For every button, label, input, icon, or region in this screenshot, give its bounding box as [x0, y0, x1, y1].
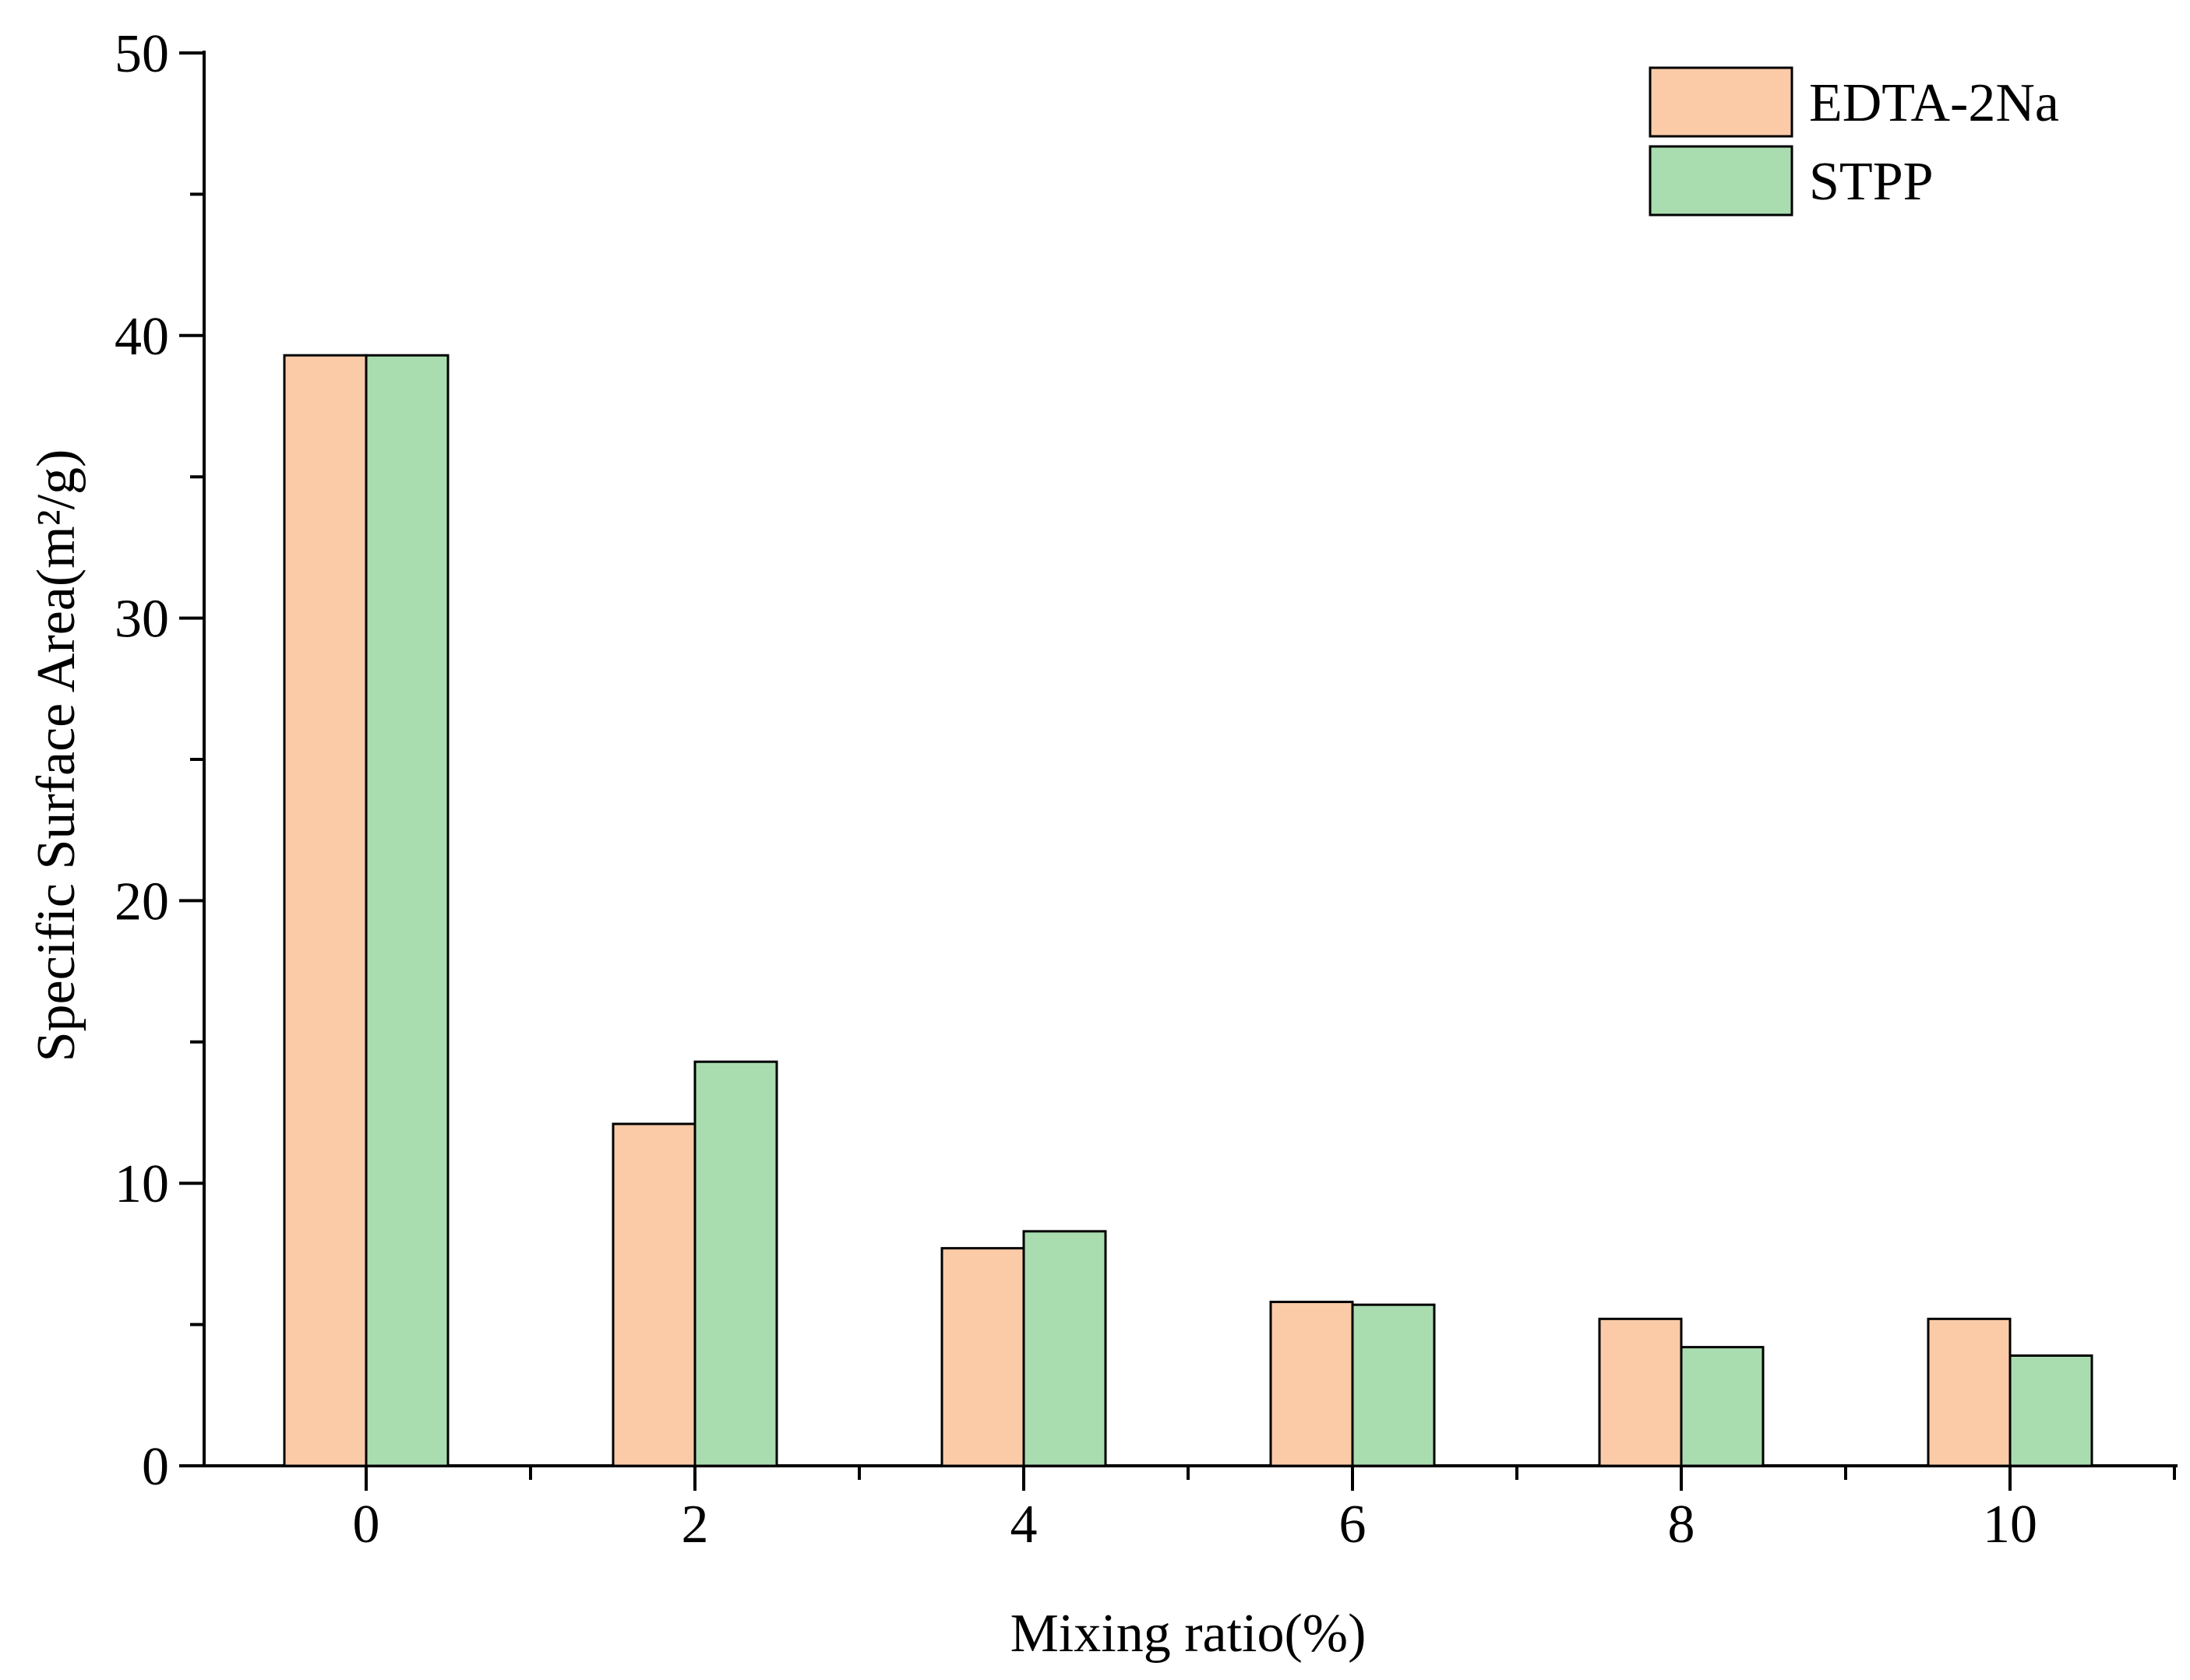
bar-edta-2na: [940, 1247, 1025, 1467]
legend: EDTA-2Na STPP: [1649, 66, 2059, 217]
x-axis: 0 2 4 6 8 10: [203, 1464, 2178, 1555]
x-tick-label: 0: [353, 1495, 380, 1555]
x-tick-label: 2: [682, 1495, 709, 1555]
legend-label: EDTA-2Na: [1809, 73, 2059, 133]
bar-stpp: [693, 1060, 778, 1467]
bar-edta-2na: [1927, 1317, 2012, 1467]
bars: [283, 354, 2093, 1467]
x-tick-label: 6: [1339, 1495, 1367, 1555]
y-tick-label: 10: [115, 1154, 169, 1214]
y-tick-label: 50: [115, 24, 169, 84]
bar-stpp: [1351, 1303, 1436, 1467]
y-tick-label: 30: [115, 590, 169, 650]
bar-stpp: [1680, 1346, 1765, 1467]
y-axis-title: Specific Surface Area(m²/g): [26, 449, 86, 1062]
bar-stpp: [1022, 1230, 1107, 1467]
bar-stpp: [365, 354, 450, 1467]
x-tick-label: 10: [1983, 1495, 2037, 1555]
bar-stpp: [2008, 1354, 2093, 1467]
legend-label: STPP: [1809, 152, 1934, 212]
x-tick-label: 4: [1010, 1495, 1038, 1555]
x-tick-label: 8: [1668, 1495, 1695, 1555]
y-tick-label: 0: [142, 1437, 169, 1497]
bar-edta-2na: [1598, 1317, 1683, 1467]
bar-edta-2na: [612, 1122, 696, 1467]
bar-edta-2na: [283, 354, 368, 1467]
bar-edta-2na: [1269, 1301, 1354, 1467]
y-tick-label: 20: [115, 872, 169, 932]
legend-swatch: [1649, 66, 1793, 138]
x-axis-title: Mixing ratio(%): [1010, 1604, 1367, 1664]
y-tick-label: 40: [115, 307, 169, 367]
legend-swatch: [1649, 145, 1793, 217]
y-axis: 0 10 20 30 40 50: [115, 24, 206, 1497]
